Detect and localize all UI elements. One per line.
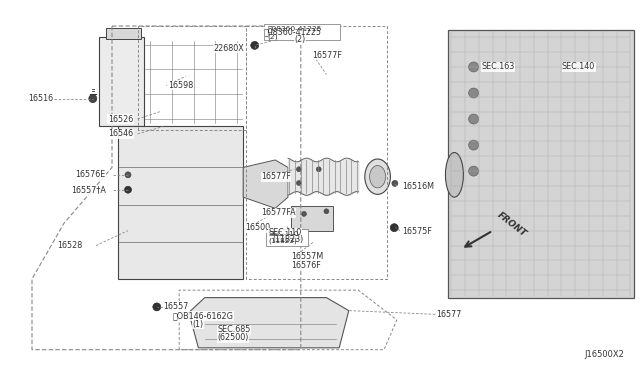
Text: 16526: 16526 [108, 115, 133, 124]
FancyBboxPatch shape [106, 28, 141, 39]
Text: ⒸOB146-6162G: ⒸOB146-6162G [173, 312, 234, 321]
Text: 16516: 16516 [28, 94, 53, 103]
Circle shape [392, 180, 398, 186]
Ellipse shape [369, 166, 385, 188]
Text: 16557†A: 16557†A [71, 185, 106, 194]
Circle shape [125, 186, 131, 193]
Ellipse shape [365, 159, 390, 194]
Circle shape [468, 114, 479, 124]
Text: SEC.140: SEC.140 [562, 62, 595, 71]
Polygon shape [448, 30, 634, 298]
Text: SEC.685: SEC.685 [218, 326, 251, 334]
Text: 16577FA: 16577FA [261, 208, 296, 217]
Text: 16576E: 16576E [76, 170, 106, 179]
Circle shape [468, 140, 479, 150]
Text: 16598: 16598 [168, 81, 193, 90]
Text: Ⓒ08360-41225: Ⓒ08360-41225 [264, 27, 322, 36]
Ellipse shape [445, 153, 463, 197]
Text: (11823): (11823) [272, 235, 303, 244]
Text: (1): (1) [192, 320, 203, 329]
Circle shape [89, 94, 97, 103]
Circle shape [296, 167, 301, 172]
Text: 16516M: 16516M [402, 182, 434, 190]
Polygon shape [189, 298, 349, 348]
Text: J16500X2: J16500X2 [584, 350, 624, 359]
Text: 16546: 16546 [108, 129, 133, 138]
Circle shape [324, 209, 329, 214]
Text: (2): (2) [294, 35, 306, 44]
Text: SEC.163: SEC.163 [481, 62, 515, 71]
Text: Ⓒ08360-41225
(2): Ⓒ08360-41225 (2) [268, 26, 322, 40]
FancyBboxPatch shape [291, 206, 333, 231]
Text: SEC.110
(11823): SEC.110 (11823) [268, 231, 298, 244]
Circle shape [251, 41, 259, 49]
Text: FRONT: FRONT [496, 211, 529, 239]
Text: (62500): (62500) [218, 333, 249, 342]
Text: 16577F: 16577F [261, 172, 291, 181]
Circle shape [468, 166, 479, 176]
Circle shape [125, 172, 131, 178]
Text: 16557M: 16557M [291, 252, 323, 261]
Circle shape [316, 167, 321, 172]
Text: 22680X: 22680X [213, 44, 244, 53]
Text: 16577: 16577 [436, 310, 462, 319]
FancyBboxPatch shape [99, 37, 144, 126]
Circle shape [301, 211, 307, 217]
Text: 16576P: 16576P [272, 235, 302, 244]
Circle shape [468, 88, 479, 98]
Text: 16528: 16528 [57, 241, 82, 250]
FancyBboxPatch shape [266, 229, 308, 246]
Circle shape [153, 303, 161, 311]
Text: 16576F: 16576F [291, 262, 321, 270]
Text: 16557: 16557 [163, 302, 189, 311]
Polygon shape [118, 126, 243, 279]
Circle shape [296, 180, 301, 186]
Text: 16500: 16500 [245, 223, 270, 232]
Polygon shape [243, 160, 288, 208]
Text: 16577F: 16577F [312, 51, 342, 60]
Circle shape [390, 224, 398, 232]
FancyBboxPatch shape [264, 24, 340, 40]
Text: 16575F: 16575F [402, 227, 432, 236]
Text: SEC.110: SEC.110 [269, 228, 302, 237]
Circle shape [468, 62, 479, 72]
